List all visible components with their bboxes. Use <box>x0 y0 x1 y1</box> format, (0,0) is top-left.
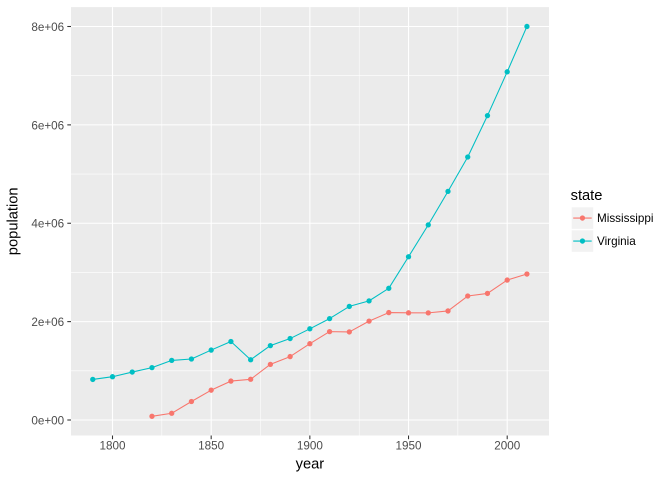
svg-text:year: year <box>296 456 325 472</box>
svg-text:2000: 2000 <box>494 439 521 452</box>
svg-text:1800: 1800 <box>99 439 126 452</box>
svg-text:0e+00: 0e+00 <box>31 414 64 427</box>
svg-text:population: population <box>5 187 21 255</box>
svg-text:2e+06: 2e+06 <box>31 316 64 329</box>
svg-text:Virginia: Virginia <box>597 235 636 248</box>
svg-text:4e+06: 4e+06 <box>31 218 64 231</box>
svg-text:1950: 1950 <box>396 439 423 452</box>
svg-text:state: state <box>571 188 603 204</box>
svg-text:8e+06: 8e+06 <box>31 21 64 34</box>
svg-text:1900: 1900 <box>297 439 324 452</box>
svg-text:Mississippi: Mississippi <box>597 212 654 225</box>
svg-text:1850: 1850 <box>198 439 225 452</box>
svg-text:6e+06: 6e+06 <box>31 119 64 132</box>
